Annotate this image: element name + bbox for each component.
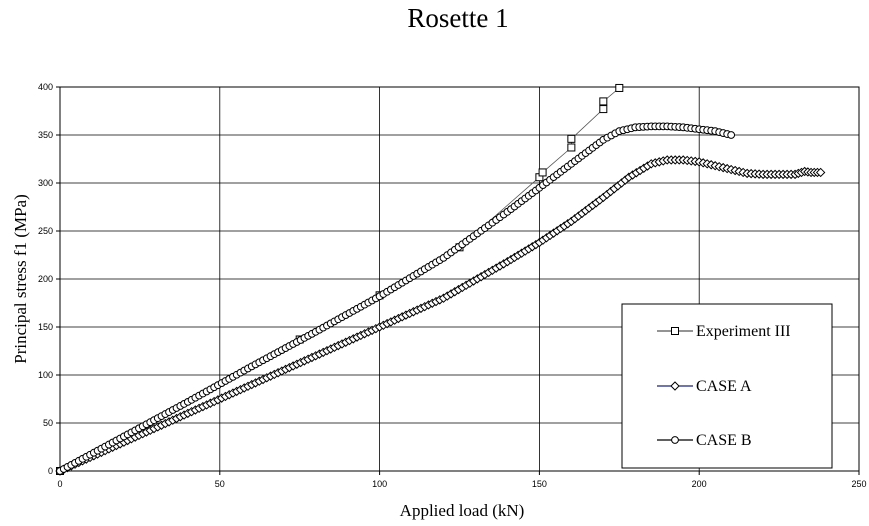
legend-swatch-marker [671, 327, 679, 335]
series-experiment-iii [56, 83, 624, 475]
legend-label: CASE B [696, 432, 752, 449]
data-point [538, 168, 547, 177]
series-layer [55, 83, 826, 476]
y-axis-title: Principal stress f1 (MPa) [11, 194, 30, 364]
series-case-b [56, 122, 736, 475]
y-tick-label: 200 [38, 274, 53, 284]
data-point [599, 105, 608, 114]
x-tick-label: 0 [57, 479, 62, 489]
x-tick-label: 200 [692, 479, 707, 489]
y-tick-label: 150 [38, 322, 53, 332]
data-point [727, 131, 736, 139]
legend-item: Experiment III [657, 323, 791, 340]
data-point [615, 83, 624, 92]
data-point [599, 97, 608, 106]
y-tick-label: 300 [38, 178, 53, 188]
y-tick-label: 0 [48, 466, 53, 476]
axis-ticks: 0 50 100 150 200 250 300 350 400 0 50 100 150 200 250 [38, 82, 867, 489]
chart-title: Rosette 1 [407, 3, 508, 33]
data-point [567, 143, 576, 152]
y-tick-label: 400 [38, 82, 53, 92]
legend-label: Experiment III [696, 323, 791, 340]
x-tick-label: 250 [851, 479, 866, 489]
y-tick-label: 350 [38, 130, 53, 140]
y-tick-label: 50 [43, 418, 53, 428]
legend-label: CASE A [696, 378, 752, 395]
x-tick-label: 50 [215, 479, 225, 489]
x-axis-title: Applied load (kN) [400, 501, 525, 520]
data-point [815, 167, 826, 178]
legend: Experiment III CASE A CASE B [621, 303, 833, 469]
x-tick-label: 100 [372, 479, 387, 489]
legend-item: CASE A [657, 378, 752, 395]
legend-item: CASE B [657, 432, 752, 449]
legend-swatch-marker [671, 436, 679, 444]
y-tick-label: 100 [38, 370, 53, 380]
series-line [59, 87, 620, 472]
data-point [567, 134, 576, 143]
x-tick-label: 150 [532, 479, 547, 489]
y-tick-label: 250 [38, 226, 53, 236]
series-case-a [55, 155, 826, 476]
legend-swatch-marker [670, 381, 680, 391]
